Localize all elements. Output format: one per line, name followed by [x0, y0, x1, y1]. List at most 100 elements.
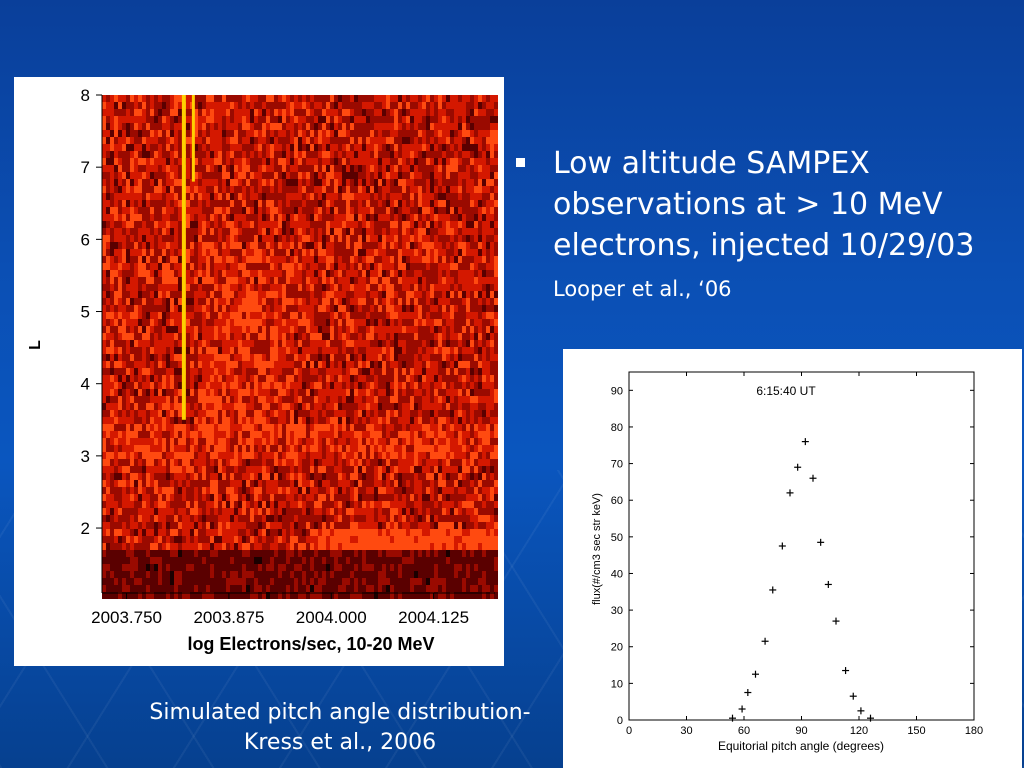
heatmap-cell — [466, 109, 470, 116]
heatmap-cell — [154, 249, 158, 256]
heatmap-cell — [454, 172, 458, 179]
heatmap-cell — [106, 403, 110, 410]
heatmap-cell — [258, 340, 262, 347]
heatmap-cell — [450, 284, 454, 291]
heatmap-cell — [138, 403, 142, 410]
heatmap-cell — [358, 298, 362, 305]
heatmap-cell — [162, 214, 166, 221]
heatmap-cell — [154, 130, 158, 137]
heatmap-cell — [286, 424, 290, 431]
heatmap-cell — [350, 200, 354, 207]
heatmap-cell — [234, 228, 238, 235]
heatmap-cell — [350, 137, 354, 144]
heatmap-cell — [382, 95, 386, 102]
heatmap-cell — [466, 263, 470, 270]
heatmap-cell — [262, 137, 266, 144]
heatmap-cell — [366, 438, 370, 445]
heatmap-cell — [214, 235, 218, 242]
heatmap-cell — [302, 228, 306, 235]
heatmap-cell — [342, 354, 346, 361]
heatmap-cell — [126, 417, 130, 424]
heatmap-cell — [410, 144, 414, 151]
heatmap-cell — [294, 368, 298, 375]
heatmap-cell — [130, 396, 134, 403]
heatmap-cell — [390, 410, 394, 417]
heatmap-cell — [478, 291, 482, 298]
heatmap-cell — [290, 137, 294, 144]
heatmap-cell — [114, 221, 118, 228]
heatmap-cell — [318, 144, 322, 151]
heatmap-cell — [242, 277, 246, 284]
heatmap-cell — [410, 256, 414, 263]
heatmap-cell — [286, 144, 290, 151]
heatmap-cell — [170, 375, 174, 382]
heatmap-cell — [430, 291, 434, 298]
heatmap-cell — [230, 298, 234, 305]
heatmap-cell — [362, 263, 366, 270]
heatmap-cell — [482, 277, 486, 284]
heatmap-cell — [150, 151, 154, 158]
heatmap-cell — [202, 403, 206, 410]
heatmap-cell — [374, 200, 378, 207]
heatmap-cell — [366, 305, 370, 312]
heatmap-cell — [370, 179, 374, 186]
heatmap-cell — [218, 298, 222, 305]
heatmap-cell — [222, 284, 226, 291]
heatmap-cell — [154, 116, 158, 123]
heatmap-cell — [358, 207, 362, 214]
heatmap-cell — [462, 179, 466, 186]
heatmap-cell — [450, 375, 454, 382]
heatmap-cell — [422, 340, 426, 347]
heatmap-cell — [430, 438, 434, 445]
heatmap-cell — [494, 368, 498, 375]
heatmap-cell — [238, 347, 242, 354]
heatmap-cell — [466, 102, 470, 109]
heatmap-cell — [230, 130, 234, 137]
heatmap-cell — [310, 368, 314, 375]
heatmap-cell — [174, 319, 178, 326]
heatmap-cell — [494, 396, 498, 403]
heatmap-cell — [138, 284, 142, 291]
heatmap-cell — [438, 361, 442, 368]
heatmap-cell — [162, 417, 166, 424]
heatmap-cell — [178, 102, 182, 109]
heatmap-cell — [318, 417, 322, 424]
heatmap-cell — [458, 382, 462, 389]
heatmap-cell — [470, 375, 474, 382]
heatmap-cell — [270, 256, 274, 263]
heatmap-cell — [490, 347, 494, 354]
heatmap-cell — [486, 403, 490, 410]
heatmap-cell — [278, 347, 282, 354]
heatmap-cell — [222, 368, 226, 375]
heatmap-cell — [114, 291, 118, 298]
heatmap-cell — [154, 179, 158, 186]
heatmap-cell — [418, 326, 422, 333]
heatmap-cell — [150, 249, 154, 256]
heatmap-cell — [218, 144, 222, 151]
heatmap-cell — [442, 235, 446, 242]
heatmap-cell — [478, 130, 482, 137]
heatmap-cell — [466, 137, 470, 144]
heatmap-cell — [490, 144, 494, 151]
heatmap-cell — [334, 214, 338, 221]
heatmap-cell — [314, 319, 318, 326]
heatmap-cell — [234, 375, 238, 382]
heatmap-cell — [118, 179, 122, 186]
heatmap-cell — [394, 410, 398, 417]
heatmap-cell — [174, 95, 178, 102]
heatmap-cell — [206, 207, 210, 214]
heatmap-cell — [454, 214, 458, 221]
heatmap-cell — [162, 340, 166, 347]
heatmap-cell — [466, 179, 470, 186]
heatmap-cell — [378, 228, 382, 235]
heatmap-cell — [142, 298, 146, 305]
heatmap-cell — [250, 193, 254, 200]
heatmap-cell — [366, 165, 370, 172]
heatmap-cell — [198, 256, 202, 263]
heatmap-cell — [162, 249, 166, 256]
heatmap-cell — [378, 242, 382, 249]
heatmap-cell — [434, 417, 438, 424]
heatmap-cell — [310, 361, 314, 368]
heatmap-cell — [122, 172, 126, 179]
heatmap-cell — [438, 186, 442, 193]
